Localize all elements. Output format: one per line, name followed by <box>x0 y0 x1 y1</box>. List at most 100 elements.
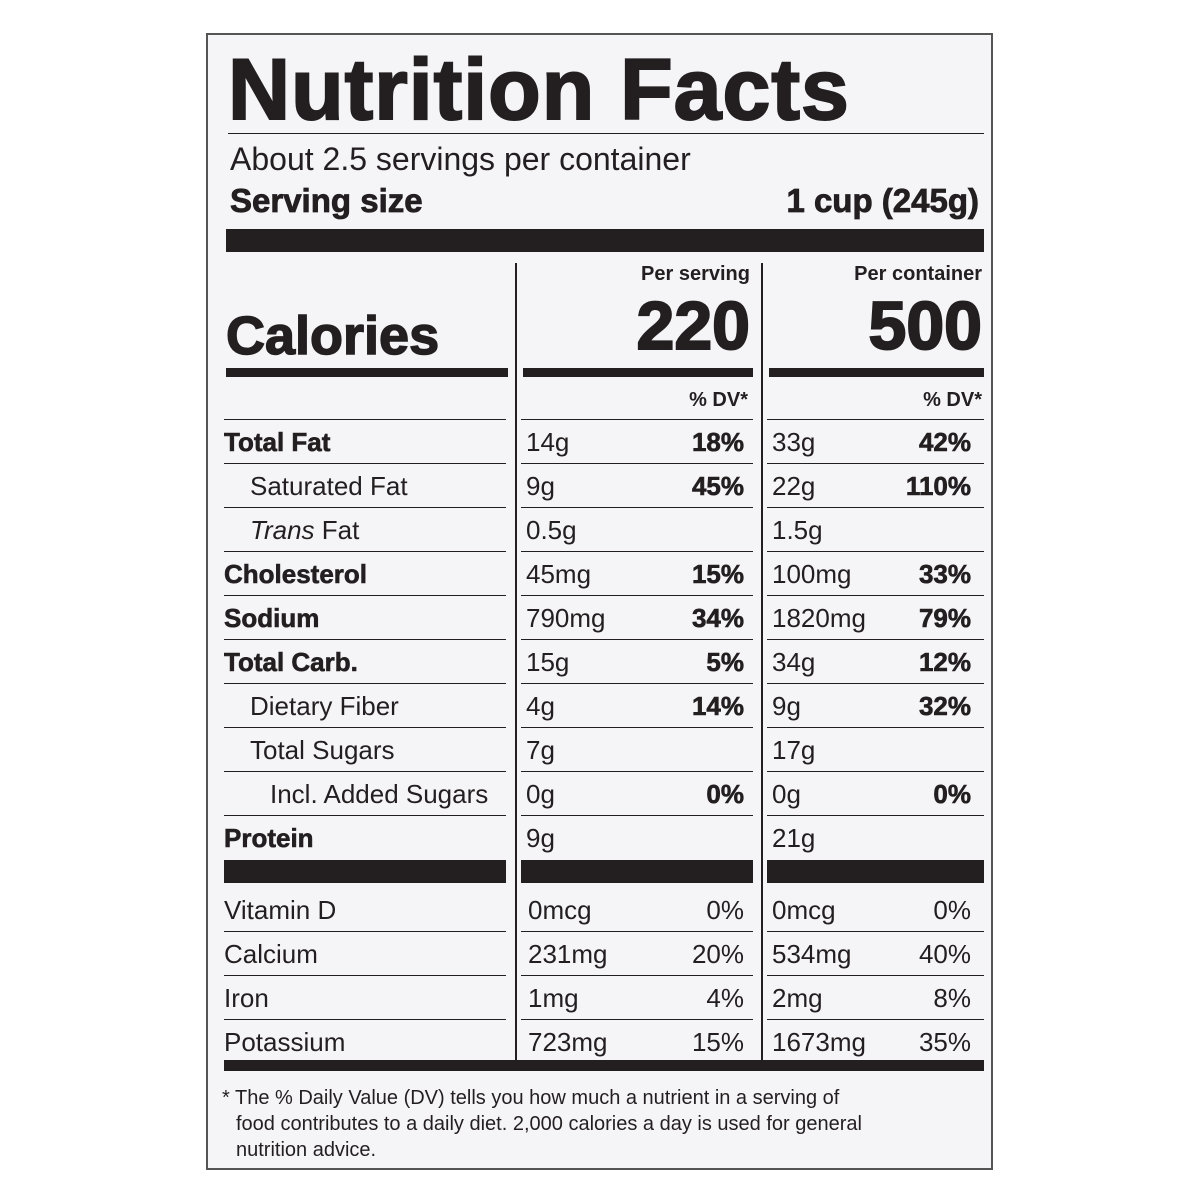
container-dv: 32% <box>918 691 972 722</box>
nutrient-name: Trans Fat <box>250 515 359 545</box>
serving-dv: 0% <box>706 779 744 810</box>
row-divider <box>767 975 984 976</box>
container-dv: 8% <box>933 983 971 1013</box>
row-divider <box>224 639 506 640</box>
per-container-header: Per container <box>854 263 982 285</box>
row-divider <box>224 551 506 552</box>
serving-amount: 15g <box>526 647 570 677</box>
serving-amount: 4g <box>526 691 555 721</box>
row-divider <box>521 551 753 552</box>
container-dv: 40% <box>918 939 971 969</box>
divider <box>228 133 984 134</box>
serving-dv: 5% <box>706 647 744 678</box>
row-divider <box>224 815 506 816</box>
footnote: * The % Daily Value (DV) tells you how m… <box>222 1085 982 1163</box>
nutrient-name-italic: Trans <box>250 515 315 545</box>
row-divider <box>521 815 753 816</box>
container-amount: 17g <box>772 735 816 765</box>
per-serving-header: Per serving <box>641 263 750 285</box>
row-divider <box>767 771 984 772</box>
row-divider <box>767 595 984 596</box>
serving-size-label: Serving size <box>230 182 423 220</box>
serving-amount: 0g <box>526 779 555 809</box>
row-divider <box>224 771 506 772</box>
row-divider <box>224 507 506 508</box>
serving-dv: 18% <box>691 427 745 458</box>
nutrient-name: Cholesterol <box>224 559 368 590</box>
row-divider <box>224 727 506 728</box>
row-divider <box>767 727 984 728</box>
serving-amount: 7g <box>526 735 555 765</box>
vitamin-name: Potassium <box>224 1027 346 1057</box>
container-amount: 0mcg <box>772 895 836 925</box>
row-divider <box>224 860 506 883</box>
nutrient-name: Incl. Added Sugars <box>270 779 489 809</box>
row-divider <box>521 975 753 976</box>
calories-divider <box>769 368 984 377</box>
container-amount: 0g <box>772 779 801 809</box>
serving-dv: 4% <box>706 983 744 1013</box>
nutrient-name: Total Sugars <box>250 735 395 765</box>
container-amount: 100mg <box>772 559 852 589</box>
serving-amount: 9g <box>526 823 555 853</box>
nutrient-name: Saturated Fat <box>250 471 408 501</box>
container-dv: 35% <box>918 1027 971 1057</box>
row-divider <box>767 419 984 420</box>
serving-amount: 0mcg <box>528 895 592 925</box>
row-divider <box>224 975 506 976</box>
calories-label: Calories <box>225 305 440 367</box>
vitamin-name: Calcium <box>224 939 318 969</box>
servings-per-container: About 2.5 servings per container <box>230 141 691 177</box>
container-amount: 9g <box>772 691 801 721</box>
nutrient-name-text: Fat <box>314 515 360 545</box>
serving-dv: 14% <box>691 691 745 722</box>
container-dv: 0% <box>933 779 971 810</box>
row-divider <box>224 931 506 932</box>
row-divider <box>224 683 506 684</box>
row-divider <box>521 727 753 728</box>
container-amount: 33g <box>772 427 816 457</box>
row-divider <box>521 771 753 772</box>
serving-dv: 0% <box>706 895 744 925</box>
container-dv: 0% <box>933 895 971 925</box>
row-divider <box>224 1019 506 1020</box>
row-divider <box>521 1019 753 1020</box>
label-title: Nutrition Facts <box>227 41 850 139</box>
row-divider <box>767 1019 984 1020</box>
footnote-line: food contributes to a daily diet. 2,000 … <box>236 1113 862 1135</box>
serving-amount: 231mg <box>528 939 608 969</box>
serving-amount: 1mg <box>528 983 579 1013</box>
dv-header-container: % DV* <box>923 389 982 411</box>
nutrition-facts-label: Nutrition Facts About 2.5 servings per c… <box>206 33 993 1170</box>
row-divider <box>767 551 984 552</box>
row-divider <box>521 463 753 464</box>
container-dv: 33% <box>918 559 972 590</box>
nutrient-name: Sodium <box>224 603 320 634</box>
row-divider <box>224 595 506 596</box>
calories-per-serving: 220 <box>636 287 751 365</box>
serving-amount: 723mg <box>528 1027 608 1057</box>
row-divider <box>521 419 753 420</box>
vitamin-name: Iron <box>224 983 269 1013</box>
container-amount: 1820mg <box>772 603 866 633</box>
serving-amount: 790mg <box>526 603 606 633</box>
container-dv: 42% <box>918 427 972 458</box>
row-divider <box>767 815 984 816</box>
serving-amount: 9g <box>526 471 555 501</box>
calories-divider <box>226 368 508 377</box>
container-amount: 21g <box>772 823 816 853</box>
column-divider <box>761 263 763 1060</box>
calories-divider <box>523 368 753 377</box>
serving-amount: 14g <box>526 427 570 457</box>
column-divider <box>515 263 517 1060</box>
nutrient-name: Dietary Fiber <box>250 691 399 721</box>
row-divider <box>521 931 753 932</box>
container-dv: 12% <box>918 647 972 678</box>
row-divider <box>521 683 753 684</box>
row-divider <box>767 683 984 684</box>
row-divider <box>224 419 506 420</box>
container-dv: 110% <box>905 471 972 502</box>
row-divider <box>521 860 753 883</box>
row-divider <box>224 463 506 464</box>
container-amount: 1673mg <box>772 1027 866 1057</box>
